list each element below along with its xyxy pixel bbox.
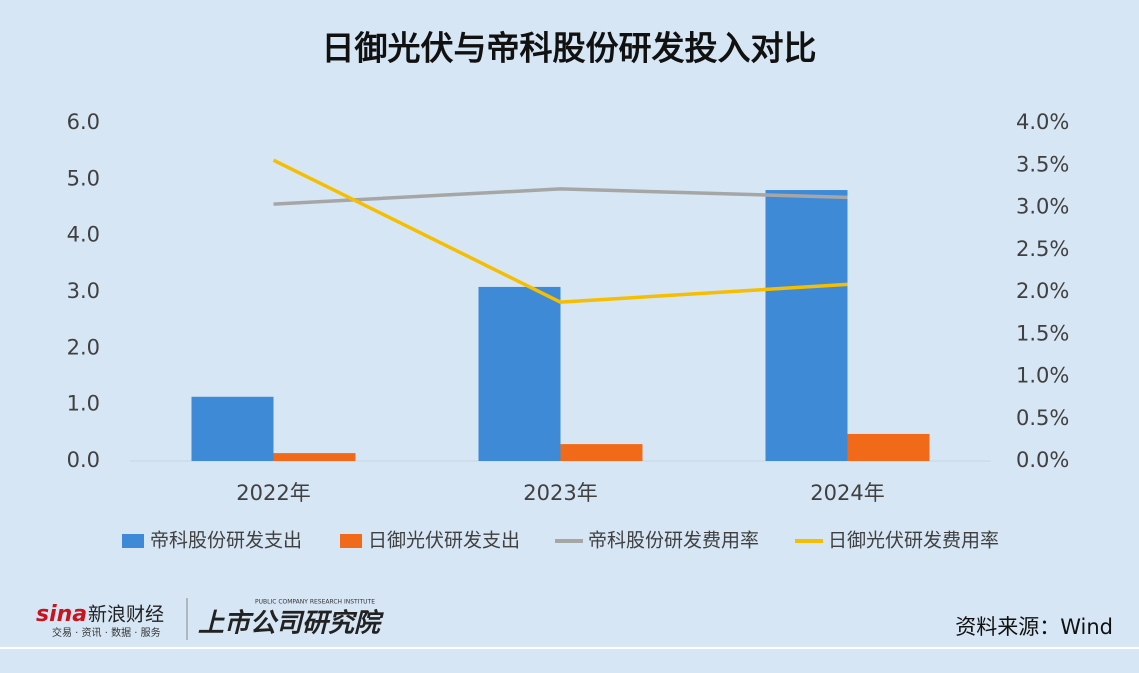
legend-swatch bbox=[340, 534, 362, 548]
y2-tick-label: 3.5% bbox=[1016, 152, 1069, 176]
y-tick-label: 4.0 bbox=[67, 223, 100, 247]
bar bbox=[191, 396, 274, 461]
y-tick-label: 0.0 bbox=[67, 448, 100, 472]
legend-label: 日御光伏研发费用率 bbox=[828, 530, 999, 552]
y-tick-label: 2.0 bbox=[67, 335, 100, 359]
logo-institute-en: PUBLIC COMPANY RESEARCH INSTITUTE bbox=[255, 599, 375, 606]
y-tick-label: 5.0 bbox=[67, 166, 100, 190]
line bbox=[273, 187, 848, 206]
x-tick-label: 2024年 bbox=[810, 481, 884, 505]
bar bbox=[478, 286, 561, 461]
chart-title: 日御光伏与帝科股份研发投入对比 bbox=[322, 29, 817, 68]
bar bbox=[765, 190, 848, 461]
y2-tick-label: 1.5% bbox=[1016, 321, 1069, 345]
legend-label: 日御光伏研发支出 bbox=[368, 530, 520, 552]
legend-label: 帝科股份研发费用率 bbox=[588, 530, 759, 552]
x-tick-label: 2023年 bbox=[523, 481, 597, 505]
y2-tick-label: 4.0% bbox=[1016, 110, 1069, 134]
legend-label: 帝科股份研发支出 bbox=[150, 530, 302, 552]
y2-tick-label: 0.0% bbox=[1016, 448, 1069, 472]
logo-institute: 上市公司研究院 bbox=[198, 609, 384, 639]
logo-sina: sina bbox=[36, 602, 87, 627]
y2-tick-label: 2.0% bbox=[1016, 279, 1069, 303]
y-tick-label: 1.0 bbox=[67, 392, 100, 416]
source: 资料来源：Wind bbox=[955, 615, 1113, 639]
logo-brand: 新浪财经 bbox=[88, 604, 164, 626]
logo-brand-sub: 交易 · 资讯 · 数据 · 服务 bbox=[52, 626, 161, 639]
y2-tick-label: 3.0% bbox=[1016, 195, 1069, 219]
bar bbox=[273, 453, 356, 461]
y2-tick-label: 2.5% bbox=[1016, 237, 1069, 261]
y2-tick-label: 0.5% bbox=[1016, 406, 1069, 430]
y-tick-label: 3.0 bbox=[67, 279, 100, 303]
line bbox=[272, 158, 848, 304]
legend-swatch bbox=[122, 534, 144, 548]
x-tick-label: 2022年 bbox=[236, 481, 310, 505]
y2-tick-label: 1.0% bbox=[1016, 364, 1069, 388]
bar bbox=[560, 444, 643, 461]
bar bbox=[847, 433, 930, 461]
y-tick-label: 6.0 bbox=[67, 110, 100, 134]
